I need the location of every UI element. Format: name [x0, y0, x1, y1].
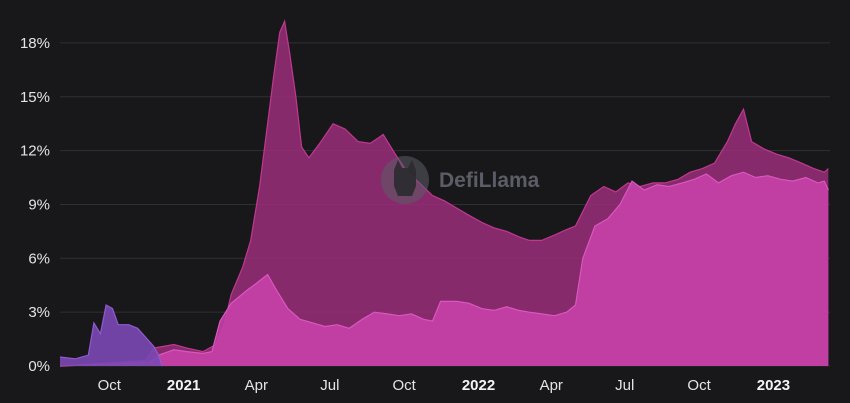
x-tick-label: Jul — [615, 377, 634, 394]
x-tick-label: Apr — [245, 377, 268, 394]
y-axis-ticks: 0% 3% 6% 9% 12% 15% 18% — [20, 35, 50, 375]
watermark: DefiLlama — [381, 156, 540, 204]
area-series — [59, 19, 829, 367]
y-tick-label: 18% — [20, 35, 50, 52]
y-tick-label: 3% — [28, 304, 50, 321]
series-line-0 — [59, 19, 829, 367]
x-tick-label: 2023 — [757, 377, 790, 394]
x-tick-label: Oct — [687, 377, 711, 394]
series-area-1 — [60, 172, 829, 366]
x-tick-label: 2021 — [167, 377, 200, 394]
x-tick-label: Jul — [320, 377, 339, 394]
series-line-1 — [59, 171, 829, 367]
y-tick-label: 15% — [20, 89, 50, 106]
llama-icon — [381, 156, 429, 204]
y-tick-label: 6% — [28, 250, 50, 267]
y-tick-label: 12% — [20, 143, 50, 160]
series-line-2 — [59, 304, 163, 367]
series-area-2 — [60, 305, 162, 366]
x-axis-ticks: Oct 2021 Apr Jul Oct 2022 Apr Jul Oct 2023 — [98, 377, 791, 394]
x-tick-label: Oct — [98, 377, 122, 394]
x-tick-label: Oct — [393, 377, 417, 394]
x-tick-label: 2022 — [462, 377, 495, 394]
y-tick-label: 0% — [28, 358, 50, 375]
y-tick-label: 9% — [28, 196, 50, 213]
watermark-text: DefiLlama — [439, 169, 540, 192]
x-tick-label: Apr — [540, 377, 563, 394]
